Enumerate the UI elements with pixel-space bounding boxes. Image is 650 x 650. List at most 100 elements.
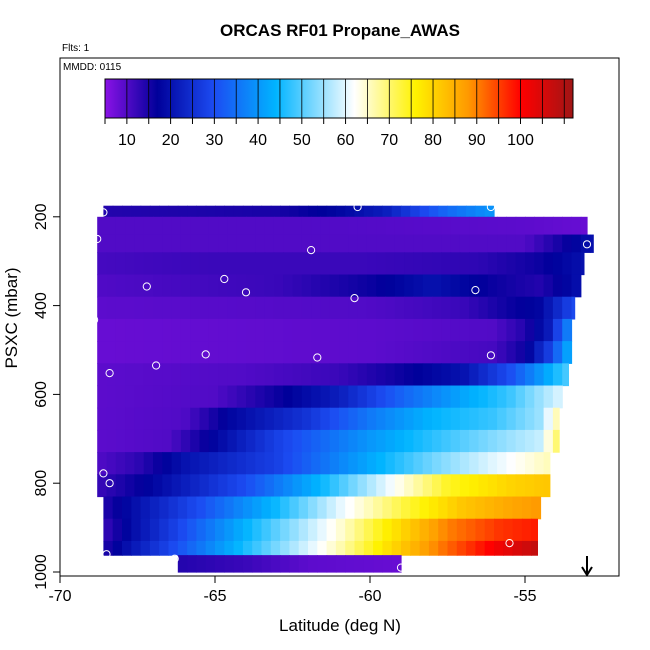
heatmap-cell bbox=[469, 318, 480, 342]
heatmap-cell bbox=[401, 518, 411, 542]
heatmap-cell bbox=[382, 540, 393, 556]
heatmap-cell bbox=[218, 407, 228, 431]
heatmap-cell bbox=[97, 474, 108, 498]
heatmap-cell bbox=[552, 385, 563, 409]
heatmap-cell bbox=[326, 205, 337, 218]
heatmap-cell bbox=[432, 407, 442, 431]
heatmap-cell bbox=[552, 429, 560, 453]
heatmap-cell bbox=[187, 518, 197, 542]
heatmap-cell bbox=[404, 452, 414, 475]
heatmap-cell bbox=[552, 296, 563, 320]
heatmap-cell bbox=[339, 234, 349, 253]
heatmap-cell bbox=[301, 216, 312, 236]
heatmap-cell bbox=[348, 407, 359, 431]
heatmap-cell bbox=[162, 429, 173, 453]
heatmap-cell bbox=[233, 496, 244, 520]
heatmap-cell bbox=[190, 216, 201, 236]
heatmap-cell bbox=[106, 234, 117, 253]
heatmap-cell bbox=[115, 474, 126, 498]
heatmap-cell bbox=[506, 296, 517, 320]
heatmap-cell bbox=[246, 252, 256, 276]
heatmap-cell bbox=[252, 540, 263, 556]
heatmap-cell bbox=[487, 429, 498, 453]
heatmap-cell bbox=[106, 341, 117, 364]
heatmap-cell bbox=[385, 429, 396, 453]
heatmap-cell bbox=[233, 540, 244, 556]
heatmap-cell bbox=[348, 385, 359, 409]
heatmap-cell bbox=[242, 518, 253, 542]
heatmap-cell bbox=[494, 496, 504, 520]
heatmap-cell bbox=[329, 429, 340, 453]
heatmap-cell bbox=[525, 429, 535, 453]
heatmap-cell bbox=[103, 205, 114, 218]
heatmap-cell bbox=[162, 252, 173, 276]
sample-point bbox=[105, 369, 114, 378]
heatmap-cell bbox=[298, 496, 309, 520]
heatmap-cell bbox=[215, 496, 225, 520]
heatmap-cell bbox=[273, 341, 284, 364]
heatmap-cell bbox=[534, 363, 545, 387]
heatmap-cell bbox=[404, 318, 414, 342]
heatmap-cell bbox=[329, 274, 340, 298]
heatmap-cell bbox=[153, 363, 163, 387]
heatmap-cell bbox=[308, 496, 318, 520]
heatmap-cell bbox=[218, 216, 228, 236]
heatmap-cell bbox=[301, 318, 312, 342]
heatmap-cell bbox=[506, 216, 517, 236]
x-tick-label: -60 bbox=[358, 588, 381, 605]
heatmap-cell bbox=[401, 496, 411, 520]
heatmap-cell bbox=[366, 252, 377, 276]
heatmap-cell bbox=[134, 296, 145, 320]
heatmap-cell bbox=[478, 429, 489, 453]
heatmap-cell bbox=[329, 407, 340, 431]
heatmap-cell bbox=[134, 429, 145, 453]
heatmap-cell bbox=[162, 363, 173, 387]
heatmap-cell bbox=[363, 496, 374, 520]
heatmap-cell bbox=[543, 252, 554, 276]
heatmap-cell bbox=[143, 274, 154, 298]
heatmap-cell bbox=[459, 407, 470, 431]
heatmap-cell bbox=[149, 205, 160, 218]
heatmap-cell bbox=[385, 216, 396, 236]
x-tick-label: -65 bbox=[203, 588, 226, 605]
heatmap-cell bbox=[459, 296, 470, 320]
heatmap-cell bbox=[215, 540, 225, 556]
heatmap-cell bbox=[478, 318, 489, 342]
heatmap-cell bbox=[208, 274, 219, 298]
sample-point bbox=[396, 563, 406, 572]
heatmap-cell bbox=[382, 555, 393, 573]
heatmap-cell bbox=[376, 296, 387, 320]
heatmap-cell bbox=[413, 429, 424, 453]
sample-point bbox=[90, 315, 99, 324]
heatmap-cell bbox=[171, 296, 182, 320]
heatmap-cell bbox=[320, 363, 331, 387]
heatmap-cell bbox=[134, 252, 145, 276]
heatmap-cell bbox=[404, 385, 414, 409]
heatmap-cell bbox=[103, 496, 114, 520]
heatmap-cell bbox=[438, 205, 449, 218]
heatmap-cell bbox=[432, 341, 442, 364]
heatmap-cell bbox=[366, 274, 377, 298]
heatmap-cell bbox=[171, 385, 182, 409]
heatmap-cell bbox=[459, 452, 470, 475]
heatmap-cell bbox=[543, 452, 551, 475]
heatmap-cell bbox=[190, 452, 201, 475]
heatmap-cell bbox=[199, 296, 210, 320]
heatmap-cell bbox=[134, 363, 145, 387]
heatmap-cell bbox=[283, 474, 294, 498]
heatmap-cell bbox=[270, 496, 281, 520]
heatmap-cell bbox=[469, 452, 480, 475]
heatmap-cell bbox=[335, 518, 346, 542]
heatmap-cell bbox=[246, 318, 256, 342]
heatmap-cell bbox=[376, 252, 387, 276]
heatmap-cell bbox=[196, 540, 207, 556]
heatmap-cell bbox=[525, 296, 535, 320]
heatmap-cell bbox=[419, 205, 430, 218]
heatmap-cell bbox=[450, 407, 461, 431]
heatmap-cell bbox=[227, 296, 238, 320]
heatmap-cell bbox=[280, 555, 290, 573]
heatmap-cell bbox=[348, 474, 359, 498]
heatmap-cell bbox=[478, 296, 489, 320]
heatmap-cell bbox=[208, 234, 219, 253]
heatmap-cell bbox=[466, 496, 476, 520]
